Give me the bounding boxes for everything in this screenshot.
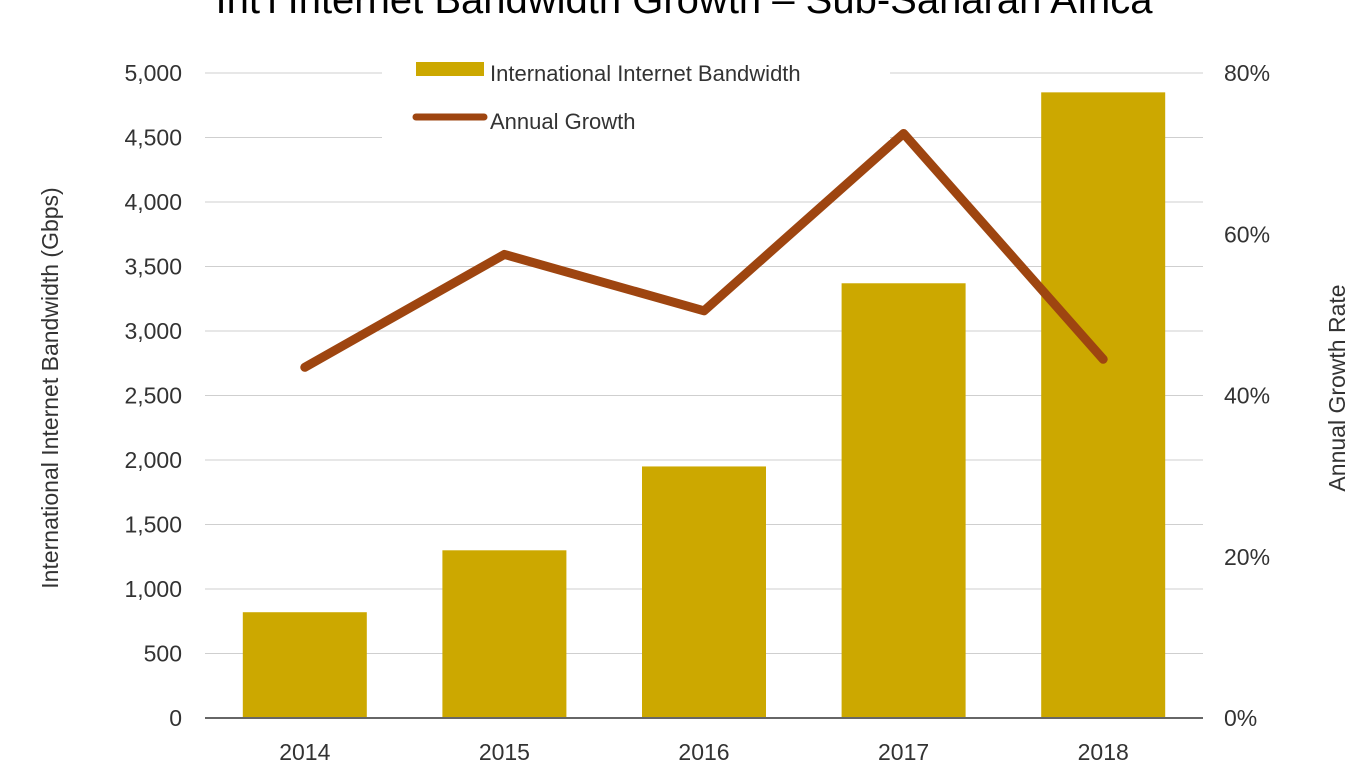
y-tick-label: 0 (169, 705, 182, 731)
y2-tick-label: 60% (1224, 221, 1270, 247)
y2-tick-label: 80% (1224, 60, 1270, 86)
growth-line (300, 128, 1108, 372)
legend-label-bandwidth: International Internet Bandwidth (490, 61, 801, 86)
y-tick-label: 3,500 (124, 254, 182, 280)
x-tick-label: 2017 (878, 739, 929, 765)
y-tick-label: 1,500 (124, 512, 182, 538)
y-axis-title: International Internet Bandwidth (Gbps) (37, 187, 63, 588)
y-tick-label: 4,500 (124, 125, 182, 151)
y-tick-label: 5,000 (124, 60, 182, 86)
x-tick-label: 2018 (1078, 739, 1129, 765)
y2-axis-title: Annual Growth Rate (1324, 284, 1350, 491)
y-tick-label: 4,000 (124, 189, 182, 215)
y-tick-label: 500 (144, 641, 182, 667)
y-tick-label: 2,000 (124, 447, 182, 473)
legend: International Internet Bandwidth Annual … (382, 50, 890, 140)
bars (242, 92, 1166, 719)
page-title: Int'l Internet Bandwidth Growth – Sub-Sa… (215, 0, 1153, 22)
legend-label-growth: Annual Growth (490, 109, 636, 134)
y-tick-label: 1,000 (124, 576, 182, 602)
y2-tick-label: 40% (1224, 383, 1270, 409)
y-tick-label: 3,000 (124, 318, 182, 344)
x-tick-label: 2015 (479, 739, 530, 765)
y-tick-label: 2,500 (124, 383, 182, 409)
legend-swatch-bandwidth (416, 62, 484, 76)
axes: 0 500 1,000 1,500 2,000 2,500 3,000 3,500 4,000 4… (124, 60, 1270, 765)
bar (442, 550, 567, 718)
bar (642, 466, 766, 718)
x-tick-label: 2014 (279, 739, 330, 765)
bar (841, 283, 966, 718)
y2-tick-label: 20% (1224, 544, 1270, 570)
bar (1041, 92, 1166, 719)
y2-tick-label: 0% (1224, 705, 1257, 731)
growth-line-layer (300, 128, 1108, 372)
x-tick-label: 2016 (678, 739, 729, 765)
bar (242, 612, 367, 718)
